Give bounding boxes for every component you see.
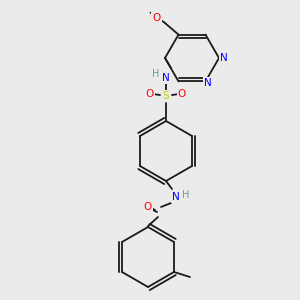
Text: N: N	[162, 73, 170, 83]
Text: O: O	[152, 13, 160, 22]
Text: O: O	[144, 202, 152, 212]
Text: H: H	[152, 69, 159, 79]
Text: S: S	[163, 91, 169, 101]
Text: H: H	[182, 190, 190, 200]
Text: O: O	[146, 89, 154, 99]
Text: N: N	[220, 53, 228, 63]
Text: O: O	[178, 89, 186, 99]
Text: N: N	[172, 192, 180, 202]
Text: N: N	[204, 78, 212, 88]
